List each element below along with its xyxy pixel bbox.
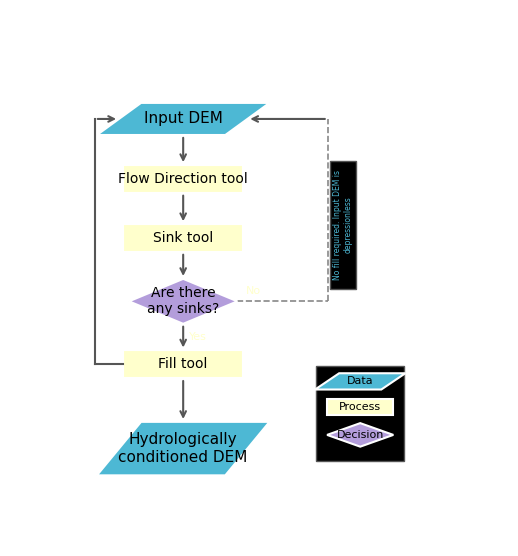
Text: Flow Direction tool: Flow Direction tool: [118, 172, 248, 186]
Text: Are there
any sinks?: Are there any sinks?: [147, 286, 219, 316]
Bar: [123, 350, 243, 378]
Text: Input DEM: Input DEM: [143, 111, 223, 126]
Text: Process: Process: [339, 402, 381, 412]
Text: No fill required. Input DEM is
depressionless: No fill required. Input DEM is depressio…: [333, 170, 352, 280]
Polygon shape: [97, 103, 269, 135]
Text: Fill tool: Fill tool: [159, 358, 208, 371]
Polygon shape: [315, 373, 406, 390]
Bar: [123, 224, 243, 252]
Text: No: No: [246, 286, 261, 296]
Polygon shape: [129, 279, 237, 324]
Bar: [327, 399, 393, 415]
Polygon shape: [97, 422, 269, 475]
Polygon shape: [327, 423, 393, 446]
Text: Decision: Decision: [337, 430, 384, 440]
Text: Sink tool: Sink tool: [153, 231, 213, 245]
Text: Yes: Yes: [189, 332, 207, 342]
Bar: [329, 161, 356, 289]
Text: Hydrologically
conditioned DEM: Hydrologically conditioned DEM: [119, 433, 248, 465]
Text: Data: Data: [347, 376, 373, 386]
Bar: [123, 165, 243, 193]
Bar: [315, 366, 404, 460]
